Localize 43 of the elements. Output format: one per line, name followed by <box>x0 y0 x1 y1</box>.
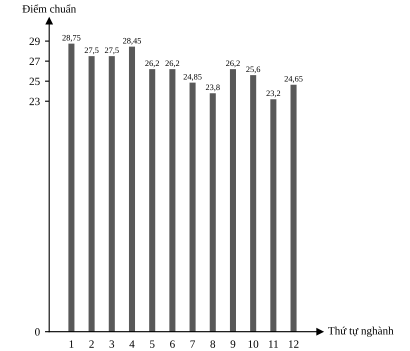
bar <box>230 69 236 332</box>
x-tick-label: 7 <box>190 340 196 348</box>
y-tick-label: 29 <box>30 38 40 46</box>
data-label: 27,5 <box>84 47 99 54</box>
bar <box>108 56 115 332</box>
y-axis-title: Điểm chuẩn <box>22 4 76 13</box>
bar <box>88 56 95 332</box>
bar <box>149 69 156 332</box>
bar <box>210 93 216 332</box>
data-label: 24,65 <box>284 76 303 83</box>
x-tick-label: 3 <box>110 340 114 348</box>
x-tick-label: 8 <box>210 340 216 348</box>
bar <box>190 82 196 332</box>
x-tick-label: 12 <box>288 340 298 348</box>
x-tick-label: 11 <box>268 340 278 348</box>
x-tick-label: 6 <box>170 340 175 348</box>
data-label: 26,2 <box>145 60 160 68</box>
y-tick-label: 0 <box>35 328 40 336</box>
data-label: 26,2 <box>165 60 180 68</box>
data-label: 28,75 <box>62 34 80 42</box>
data-label: 28,45 <box>122 38 142 45</box>
data-label: 24,85 <box>184 74 202 81</box>
x-tick-label: 5 <box>150 340 155 348</box>
bar <box>270 99 276 332</box>
x-tick-label: 10 <box>248 340 258 348</box>
x-tick-label: 4 <box>129 340 135 348</box>
x-tick-label: 1 <box>70 340 74 348</box>
bar <box>128 46 136 332</box>
data-label: 26,2 <box>226 60 240 68</box>
data-label: 25,6 <box>246 66 260 74</box>
bar <box>169 69 176 332</box>
data-label: 27,5 <box>104 47 119 54</box>
bar <box>290 84 297 332</box>
y-tick-label: 27 <box>30 58 40 65</box>
bar <box>250 75 256 332</box>
y-tick-label: 23 <box>30 98 40 106</box>
data-label: 23,8 <box>206 84 220 92</box>
x-axis-title: Thứ tự nghành <box>328 326 394 337</box>
x-tick-label: 9 <box>230 340 236 348</box>
data-label: 23,2 <box>266 90 280 98</box>
y-tick-label: 25 <box>30 78 40 86</box>
x-tick-label: 2 <box>89 340 94 348</box>
bar <box>68 44 74 332</box>
